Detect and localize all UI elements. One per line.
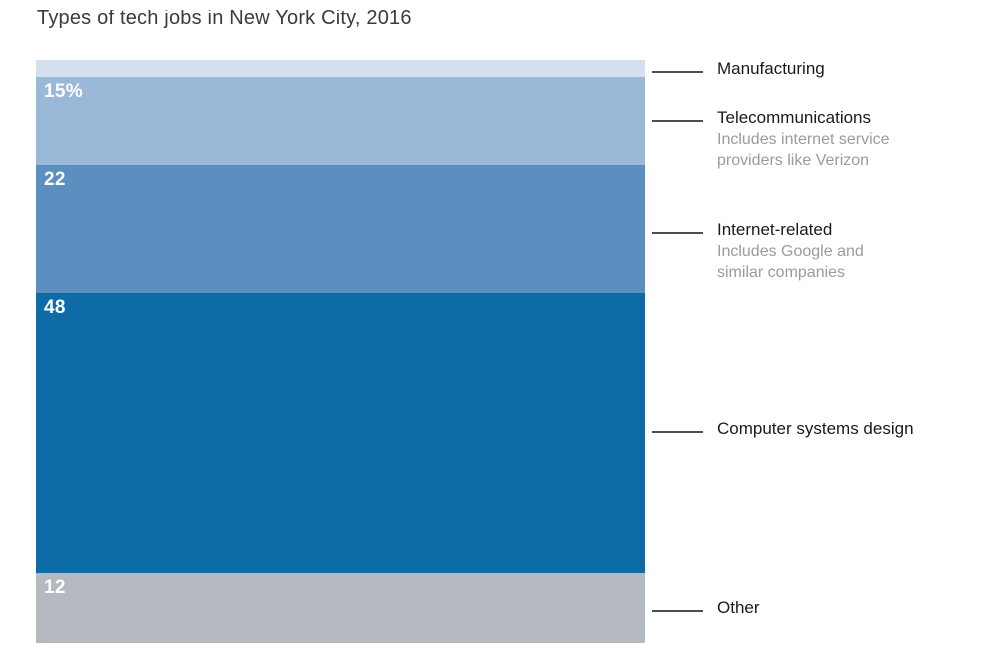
segment-value-label: 22	[44, 168, 66, 190]
annotation-label: Other	[717, 598, 760, 617]
segment-computer-systems-design: 48	[36, 293, 645, 573]
segment-value-label: 12	[44, 577, 66, 598]
chart-title: Types of tech jobs in New York City, 201…	[37, 10, 412, 29]
stacked-bar: 15% 22 48 12	[36, 60, 645, 643]
annotation-note-line2: similar companies	[717, 264, 846, 281]
annotation-note-line1: Includes Google and	[717, 243, 864, 260]
annotation-label: Manufacturing	[717, 59, 825, 78]
annotation-note-line2: providers like Verizon	[717, 152, 870, 169]
annotation-label: Telecommunications	[717, 108, 872, 127]
segment-value-label: 15%	[44, 81, 83, 103]
segment-value-label: 48	[44, 297, 66, 319]
chart-title-container: Types of tech jobs in New York City, 201…	[37, 10, 637, 40]
annotation-note: Includes Google and similar companies	[717, 241, 917, 283]
segment-manufacturing	[36, 60, 645, 78]
annotation-label: Internet-related	[717, 220, 833, 239]
annotation-note: Includes internet service providers like…	[717, 129, 917, 171]
segment-internet-related: 22	[36, 164, 645, 294]
annotation-label: Computer systems design	[717, 419, 914, 438]
segment-telecommunications: 15%	[36, 77, 645, 165]
segment-other: 12	[36, 573, 645, 643]
leader-line	[652, 71, 703, 73]
leader-line	[652, 232, 703, 234]
annotation-note-line1: Includes internet service	[717, 131, 890, 148]
leader-line	[652, 120, 703, 122]
leader-line	[652, 431, 703, 433]
leader-line	[652, 610, 703, 612]
